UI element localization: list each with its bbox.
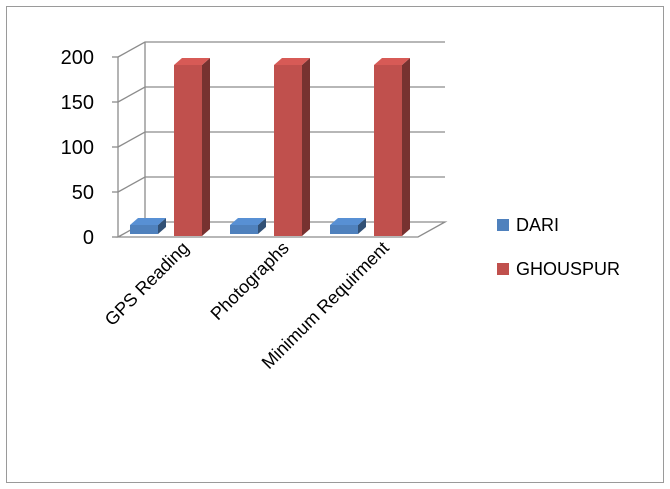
y-tick-label: 200 (61, 47, 94, 69)
bar-top (174, 58, 210, 65)
bar-front (274, 65, 302, 236)
bar-front (330, 225, 358, 234)
bar-front (174, 65, 202, 236)
bar-front (230, 225, 258, 234)
bar-dari-2 (330, 218, 366, 234)
bar-top (230, 218, 266, 225)
legend-swatch (497, 263, 509, 275)
bar-ghouspur-1 (274, 58, 310, 236)
bar-dari-1 (230, 218, 266, 234)
bar-top (330, 218, 366, 225)
gridlines (112, 41, 445, 238)
chart-border (6, 6, 664, 483)
bar-side (402, 58, 410, 236)
bar-ghouspur-0 (174, 58, 210, 236)
y-tick-label: 100 (61, 137, 94, 159)
bar-top (374, 58, 410, 65)
y-tick-label: 0 (83, 227, 94, 249)
bar-side (158, 218, 166, 234)
bar-ghouspur-2 (374, 58, 410, 236)
bar-front (374, 65, 402, 236)
bar-top (130, 218, 166, 225)
bars (130, 58, 410, 236)
bar-side (202, 58, 210, 236)
legend-swatch (497, 219, 509, 231)
bar-side (358, 218, 366, 234)
bar-side (258, 218, 266, 234)
bar-top (274, 58, 310, 65)
y-tick-label: 150 (61, 92, 94, 114)
legend: DARI GHOUSPUR (497, 215, 620, 279)
y-tick-label: 50 (72, 182, 94, 204)
bar-dari-0 (130, 218, 166, 234)
bar-front (130, 225, 158, 234)
y-axis-ticks: 0 50 100 150 200 (61, 47, 94, 249)
bar-side (302, 58, 310, 236)
legend-label: GHOUSPUR (516, 259, 620, 279)
legend-label: DARI (516, 215, 559, 235)
